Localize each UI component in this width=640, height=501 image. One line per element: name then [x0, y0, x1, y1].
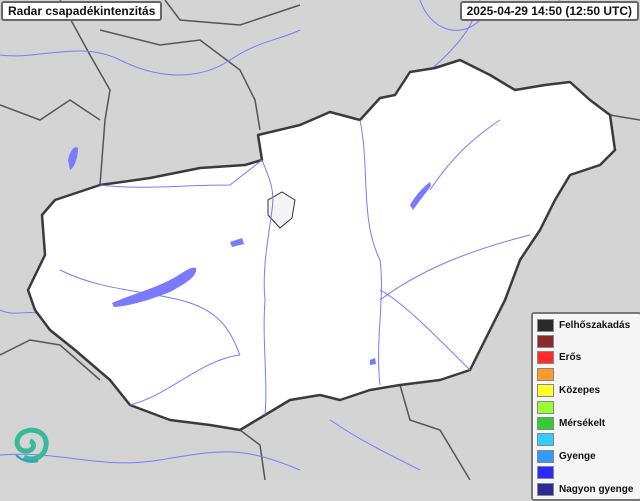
lake-balaton	[112, 267, 197, 307]
legend-item	[537, 366, 640, 382]
legend-swatch	[537, 417, 554, 431]
legend-swatch	[537, 367, 554, 381]
legend-item: Felhőszakadás	[537, 317, 640, 333]
legend-swatch	[537, 400, 554, 414]
lake-small	[370, 358, 376, 365]
legend-item	[537, 333, 640, 349]
legend-label: Felhőszakadás	[559, 319, 631, 331]
legend-swatch	[537, 449, 554, 463]
lakes	[68, 147, 431, 365]
legend-label: Közepes	[559, 385, 601, 397]
radar-map[interactable]	[0, 0, 640, 480]
swirl-logo-icon	[14, 427, 49, 463]
legend-item: Mérsékelt	[537, 415, 640, 431]
legend-swatch	[537, 433, 554, 447]
legend-item: Gyenge	[537, 448, 640, 464]
legend-label: Mérsékelt	[559, 418, 606, 430]
budapest-boundary	[267, 191, 296, 229]
legend-item: Erős	[537, 350, 640, 366]
legend-label: Nagyon gyenge	[559, 483, 634, 495]
legend-swatch	[537, 482, 554, 496]
lake-neusiedl	[68, 147, 78, 170]
intensity-legend: Felhőszakadás Erős Közepes Mérsékelt Gyenge N…	[531, 312, 640, 501]
timestamp: 2025-04-29 14:50 (12:50 UTC)	[459, 1, 639, 21]
lake-tisza	[410, 182, 431, 210]
lake-velence	[230, 238, 244, 247]
legend-item	[537, 432, 640, 448]
neighbor-borders	[0, 0, 640, 480]
legend-swatch	[537, 318, 554, 332]
legend-swatch	[537, 351, 554, 365]
rivers	[59, 119, 531, 416]
legend-item: Közepes	[537, 383, 640, 399]
legend-label: Gyenge	[559, 450, 596, 462]
legend-item	[537, 399, 640, 415]
legend-swatch	[537, 466, 554, 480]
legend-item: Nagyon gyenge	[537, 481, 640, 497]
map-title: Radar csapadékintenzitás	[1, 1, 163, 21]
legend-item	[537, 465, 640, 481]
legend-swatch	[537, 384, 554, 398]
legend-label: Erős	[559, 352, 582, 364]
legend-swatch	[537, 335, 554, 349]
